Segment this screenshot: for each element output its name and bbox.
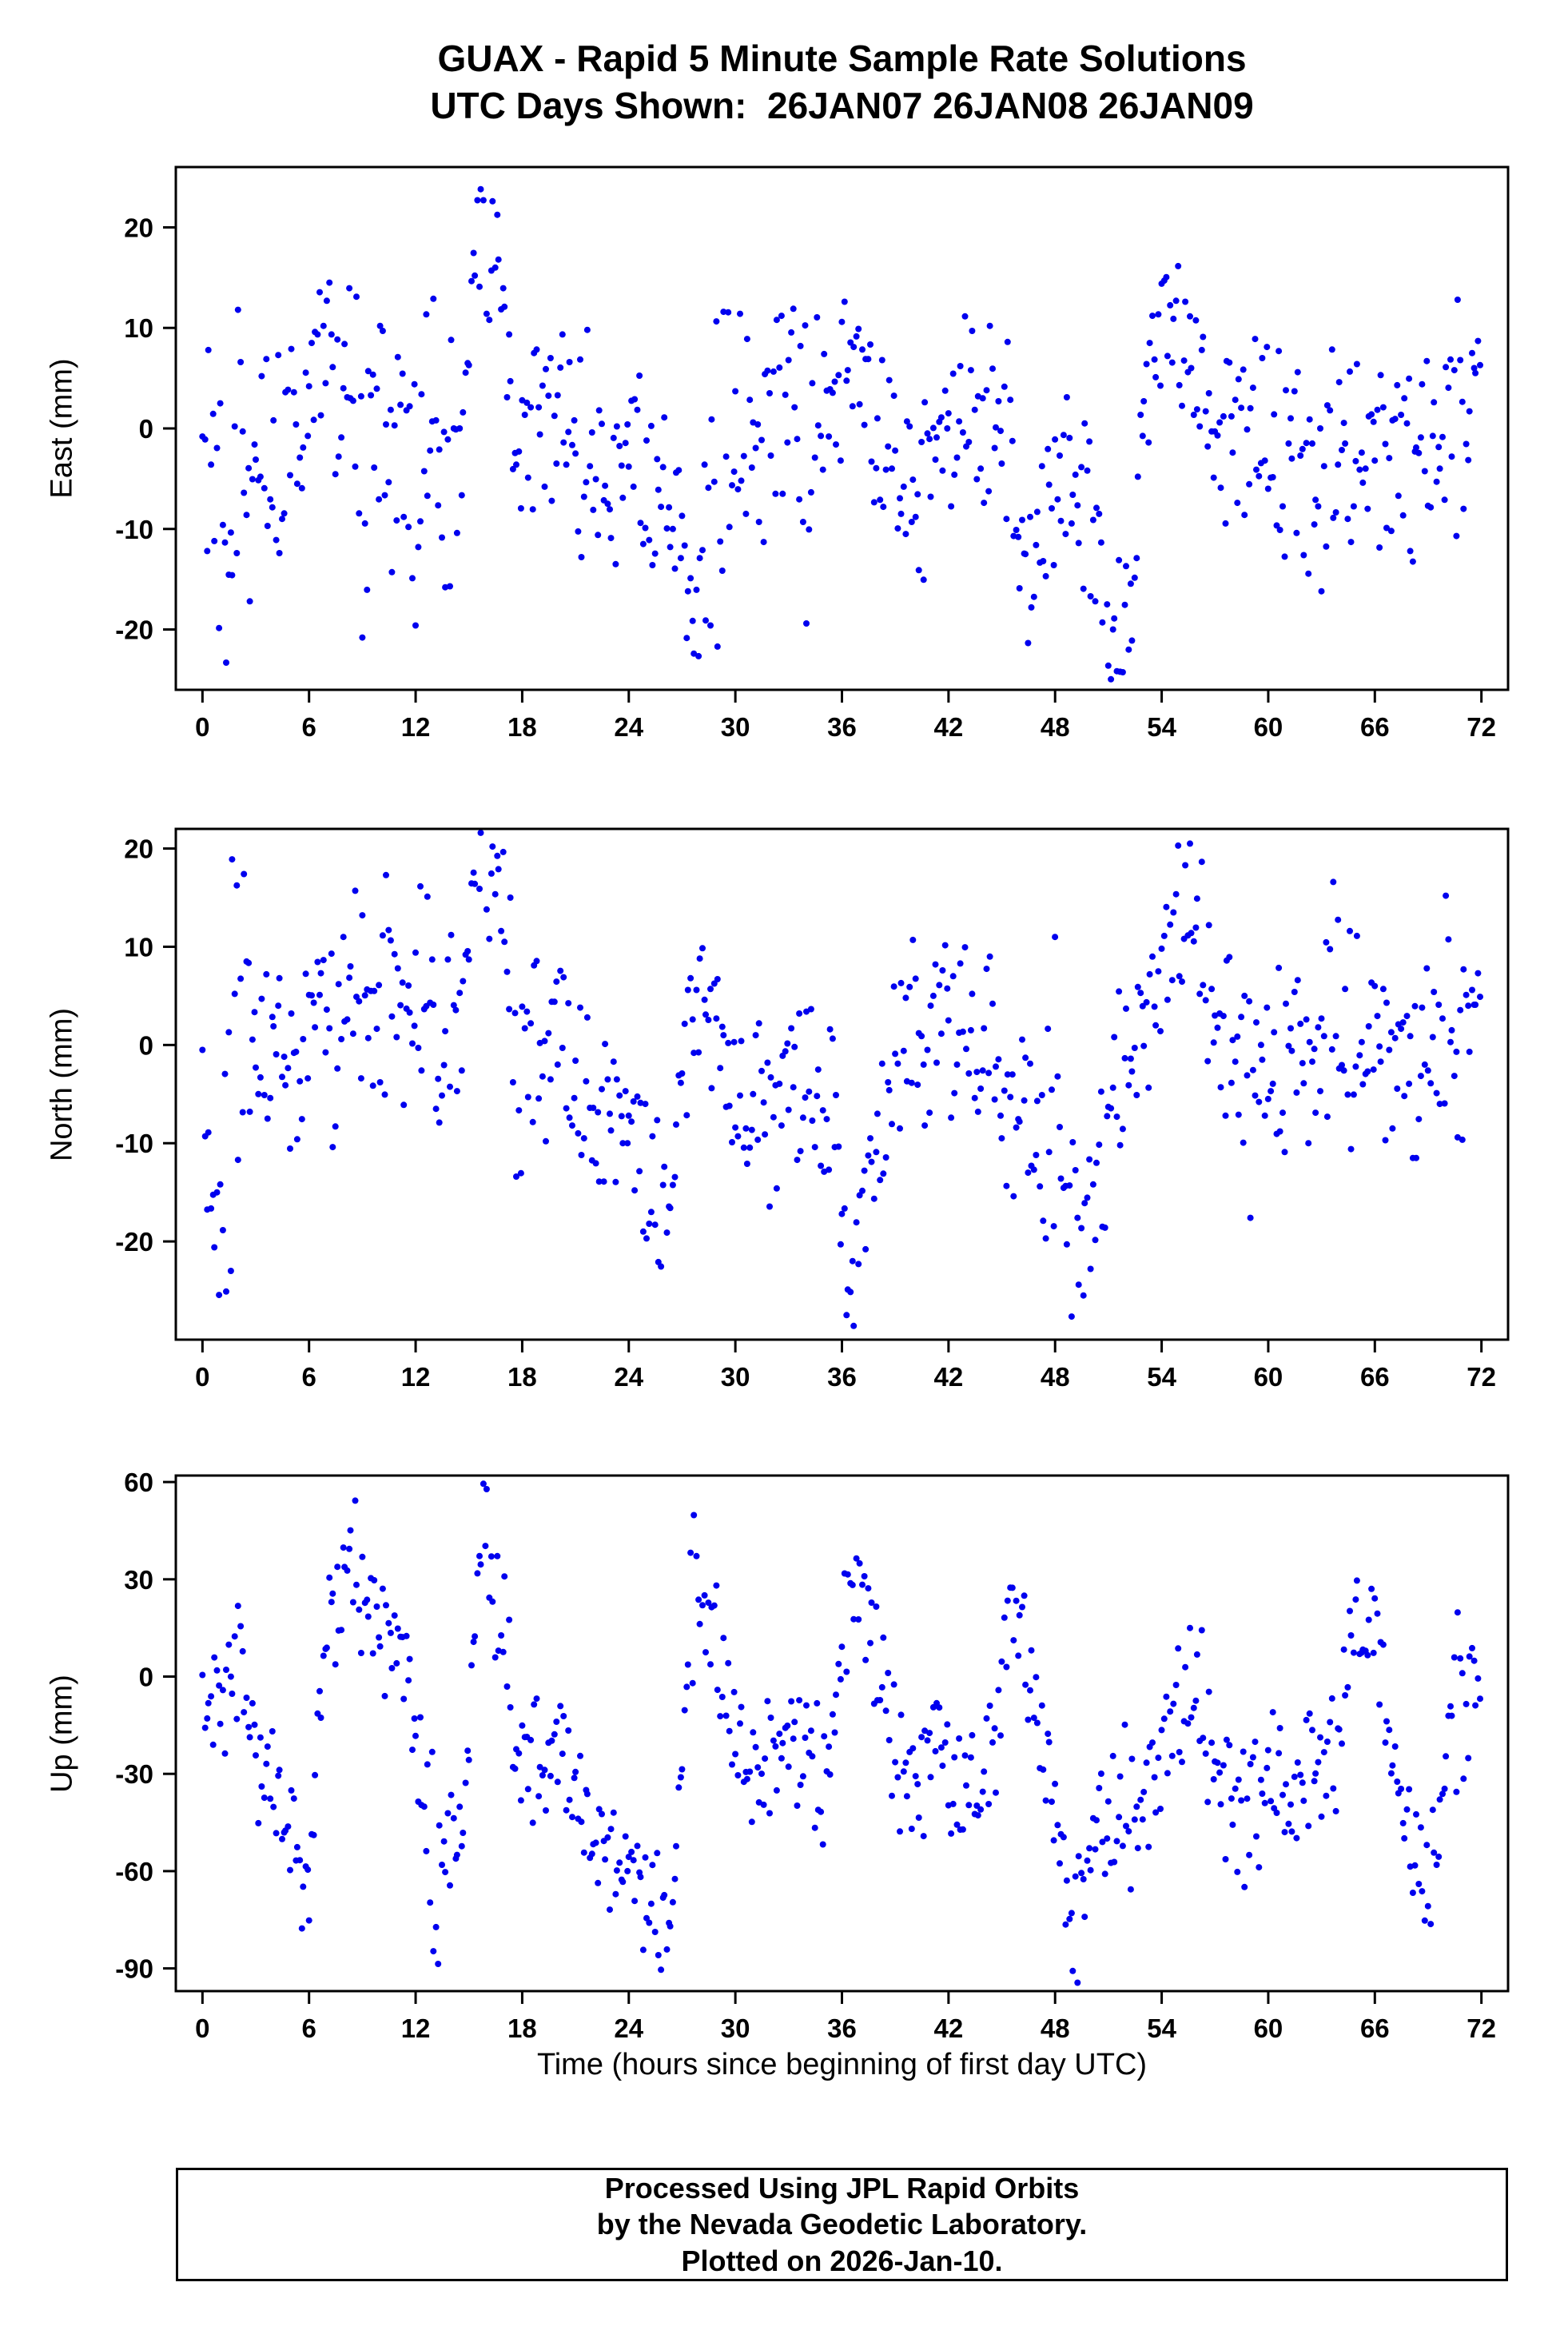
footer-line-1: Processed Using JPL Rapid Orbits [604, 2171, 1080, 2205]
up-x-tick-label: 42 [934, 2013, 964, 2043]
up-x-tick-label: 0 [195, 2013, 209, 2043]
east-x-tick-label: 18 [507, 712, 537, 742]
north-y-tick-label: 20 [124, 834, 153, 864]
north-x-tick-label: 24 [614, 1362, 643, 1392]
north-y-tick-label: -20 [115, 1227, 153, 1257]
east-plot-frame [174, 165, 1510, 691]
east-y-tick-label: 20 [124, 213, 153, 242]
up-x-tick-label: 60 [1254, 2013, 1283, 2043]
up-x-tick-label: 30 [721, 2013, 750, 2043]
chart-title: GUAX - Rapid 5 Minute Sample Rate Soluti… [437, 38, 1247, 79]
east-x-tick-label: 72 [1467, 712, 1496, 742]
north-y-tick-label: 10 [124, 932, 153, 962]
north-y-tick-label: 0 [139, 1030, 153, 1060]
up-y-tick-label: -90 [115, 1954, 153, 1984]
north-x-tick-label: 72 [1467, 1362, 1496, 1392]
east-x-tick-label: 48 [1041, 712, 1070, 742]
east-x-tick-label: 66 [1360, 712, 1390, 742]
title-block: GUAX - Rapid 5 Minute Sample Rate Soluti… [176, 35, 1508, 129]
east-x-tick-label: 12 [401, 712, 431, 742]
up-y-tick-label: 30 [124, 1565, 153, 1595]
up-x-tick-label: 18 [507, 2013, 537, 2043]
up-x-tick-label: 6 [302, 2013, 316, 2043]
east-x-tick-label: 6 [302, 712, 316, 742]
footer-box: Processed Using JPL Rapid Orbits by the … [176, 2168, 1508, 2281]
north-y-tick-label: -10 [115, 1129, 153, 1158]
north-x-tick-label: 66 [1360, 1362, 1390, 1392]
up-plot-frame [174, 1474, 1510, 1993]
north-axis-label: North (mm) [45, 1007, 79, 1162]
north-x-tick-label: 0 [195, 1362, 209, 1392]
up-scatter-plot: -90 -60 -30 0 30 60 0 6 12 18 24 30 36 42 48 54 60 66 72 [115, 1468, 1510, 2043]
north-x-tick-label: 18 [507, 1362, 537, 1392]
north-x-tick-label: 36 [827, 1362, 857, 1392]
up-y-tick-label: 60 [124, 1468, 153, 1497]
up-x-tick-label: 24 [614, 2013, 643, 2043]
up-points [199, 1480, 1483, 1986]
up-axis-label: Up (mm) [45, 1675, 79, 1793]
east-x-tick-label: 0 [195, 712, 209, 742]
east-x-tick-label: 24 [614, 712, 643, 742]
footer-line-3: Plotted on 2026-Jan-10. [681, 2244, 1003, 2277]
east-x-tick-label: 36 [827, 712, 857, 742]
north-x-tick-label: 48 [1041, 1362, 1070, 1392]
east-x-tick-label: 54 [1147, 712, 1176, 742]
north-scatter-plot: -20 -10 0 10 20 0 6 12 18 24 30 36 42 48 54 60 66 72 [115, 827, 1510, 1392]
up-y-tick-label: 0 [139, 1663, 153, 1692]
up-x-tick-label: 36 [827, 2013, 857, 2043]
east-y-tick-label: -10 [115, 515, 153, 544]
up-y-tick-label: -30 [115, 1759, 153, 1789]
footer-line-2: by the Nevada Geodetic Laboratory. [596, 2208, 1088, 2241]
north-x-tick-label: 6 [302, 1362, 316, 1392]
east-y-tick-label: -20 [115, 615, 153, 645]
x-axis-label: Time (hours since beginning of first day… [536, 2048, 1148, 2081]
east-axis-label: East (mm) [45, 358, 79, 499]
east-scatter-plot: -20 -10 0 10 20 0 6 12 18 24 30 36 42 48 54 60 66 72 [115, 165, 1510, 742]
north-x-tick-label: 54 [1147, 1362, 1176, 1392]
up-x-tick-label: 54 [1147, 2013, 1176, 2043]
up-x-tick-label: 72 [1467, 2013, 1496, 2043]
north-x-tick-label: 12 [401, 1362, 431, 1392]
north-points [199, 829, 1483, 1329]
east-x-tick-label: 42 [934, 712, 964, 742]
up-x-tick-label: 66 [1360, 2013, 1390, 2043]
east-y-tick-label: 0 [139, 414, 153, 444]
east-y-tick-label: 10 [124, 313, 153, 343]
up-y-tick-label: -60 [115, 1857, 153, 1886]
north-x-tick-label: 60 [1254, 1362, 1283, 1392]
east-points [199, 185, 1483, 683]
up-x-tick-label: 12 [401, 2013, 431, 2043]
east-x-tick-label: 30 [721, 712, 750, 742]
chart-subtitle: UTC Days Shown: 26JAN07 26JAN08 26JAN09 [430, 84, 1254, 126]
up-x-tick-label: 48 [1041, 2013, 1070, 2043]
north-x-tick-label: 30 [721, 1362, 750, 1392]
north-x-tick-label: 42 [934, 1362, 964, 1392]
east-x-tick-label: 60 [1254, 712, 1283, 742]
